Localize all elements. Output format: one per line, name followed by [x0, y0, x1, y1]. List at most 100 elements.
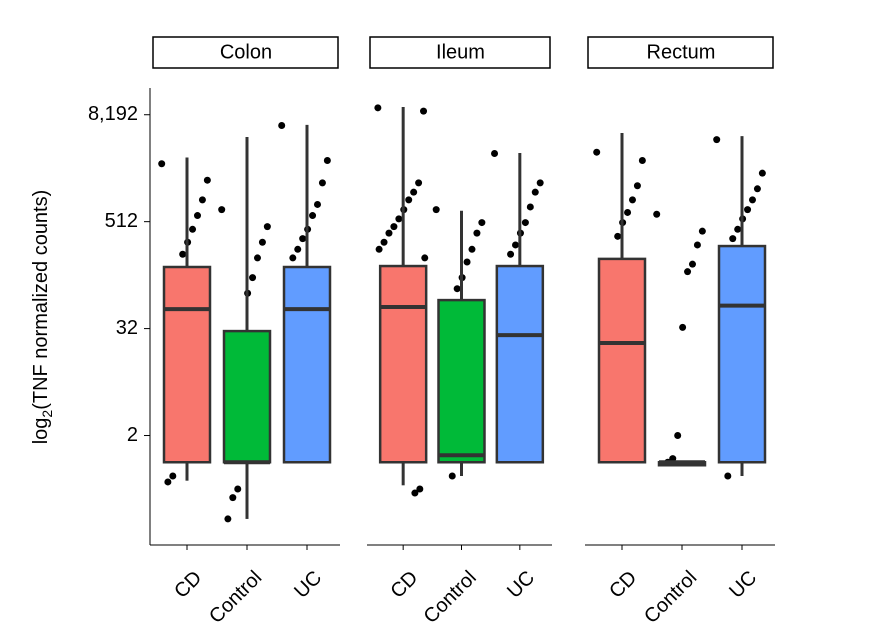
box	[282, 265, 332, 464]
point	[229, 494, 237, 502]
point	[289, 254, 297, 262]
point	[390, 223, 398, 231]
point	[263, 223, 271, 231]
x-tick-label: UC	[725, 567, 761, 603]
point	[164, 478, 172, 486]
box	[378, 264, 428, 464]
point	[468, 245, 476, 253]
point	[253, 254, 261, 262]
y-label-sub: 2	[39, 410, 55, 418]
y-tick-label: 512	[105, 210, 138, 232]
point	[744, 206, 752, 214]
point	[318, 179, 326, 187]
point	[491, 149, 499, 157]
point	[258, 238, 266, 246]
point	[420, 107, 428, 115]
point	[169, 472, 177, 480]
point	[512, 241, 520, 249]
facet-strip	[369, 36, 551, 69]
box	[597, 257, 647, 464]
box	[717, 244, 767, 464]
box	[495, 264, 545, 464]
point	[614, 232, 622, 240]
point	[395, 215, 403, 223]
point	[224, 515, 232, 523]
point	[380, 238, 388, 246]
facet-title: Ileum	[436, 41, 485, 63]
point	[536, 179, 544, 187]
point	[421, 254, 429, 262]
point	[405, 196, 413, 204]
point	[198, 196, 206, 204]
x-tick-label: UC	[503, 567, 539, 603]
point	[411, 489, 419, 497]
point	[633, 182, 641, 190]
box	[162, 265, 212, 464]
point	[713, 136, 721, 144]
point	[385, 229, 393, 237]
y-axis-label: log2(TNF normalized counts)	[30, 190, 54, 445]
point	[189, 225, 197, 233]
x-tick-label: Control	[640, 567, 701, 628]
x-tick-label: UC	[290, 567, 326, 603]
point	[674, 432, 682, 440]
point	[693, 241, 701, 249]
box	[222, 329, 272, 464]
point	[734, 225, 742, 233]
point	[698, 227, 706, 235]
point	[313, 200, 321, 208]
y-label-prefix: log	[30, 418, 52, 445]
box	[437, 298, 486, 464]
facet-strip	[152, 36, 339, 69]
point	[478, 219, 486, 227]
point	[748, 196, 756, 204]
y-tick-label: 2	[127, 424, 138, 446]
point	[473, 229, 481, 237]
point	[278, 121, 286, 129]
y-tick-label: 8,192	[88, 103, 138, 125]
point	[416, 485, 424, 493]
point	[249, 274, 257, 282]
x-tick-label: CD	[605, 567, 641, 603]
point	[688, 260, 696, 268]
point	[158, 160, 166, 168]
point	[234, 485, 242, 493]
x-tick-label: Control	[420, 567, 481, 628]
point	[729, 235, 737, 243]
point	[432, 206, 440, 214]
y-label-rest: (TNF normalized counts)	[30, 190, 52, 410]
point	[758, 169, 766, 177]
point	[679, 323, 687, 331]
point	[218, 206, 226, 214]
point	[526, 203, 534, 211]
point	[374, 104, 382, 112]
point	[638, 157, 646, 165]
x-tick-label: CD	[170, 567, 206, 603]
x-tick-label: CD	[386, 567, 422, 603]
point	[724, 472, 732, 480]
point	[507, 250, 515, 258]
facet-strip	[587, 36, 774, 69]
point	[299, 235, 307, 243]
x-tick-label: Control	[205, 567, 266, 628]
y-tick-label: 32	[116, 317, 138, 339]
point	[294, 245, 302, 253]
point	[593, 148, 601, 156]
point	[193, 212, 201, 220]
point	[653, 210, 661, 218]
facet-title: Rectum	[647, 41, 716, 63]
point	[323, 157, 331, 165]
point	[410, 188, 418, 196]
point	[521, 219, 529, 227]
point	[309, 212, 317, 220]
point	[463, 258, 471, 266]
point	[628, 196, 636, 204]
point	[203, 176, 211, 184]
point	[415, 179, 423, 187]
point	[753, 185, 761, 193]
point	[624, 208, 632, 216]
point	[179, 250, 187, 258]
facet-title: Colon	[220, 41, 272, 63]
point	[375, 245, 383, 253]
